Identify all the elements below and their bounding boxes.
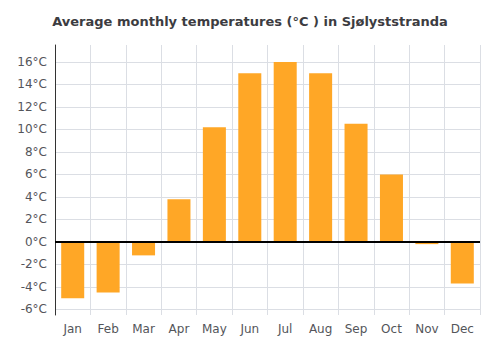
svg-text:4°C: 4°C xyxy=(25,190,47,204)
svg-text:Feb: Feb xyxy=(98,322,119,336)
svg-text:-4°C: -4°C xyxy=(21,280,47,294)
svg-text:8°C: 8°C xyxy=(25,145,47,159)
svg-text:Average monthly temperatures (: Average monthly temperatures (°C ) in Sj… xyxy=(52,14,448,29)
svg-text:Apr: Apr xyxy=(169,322,190,336)
svg-text:May: May xyxy=(202,322,227,336)
svg-text:Jul: Jul xyxy=(277,322,292,336)
svg-text:Aug: Aug xyxy=(309,322,332,336)
svg-text:10°C: 10°C xyxy=(17,122,47,136)
svg-text:-2°C: -2°C xyxy=(21,257,47,271)
svg-text:14°C: 14°C xyxy=(17,77,47,91)
svg-text:0°C: 0°C xyxy=(25,235,47,249)
svg-text:12°C: 12°C xyxy=(17,100,47,114)
svg-text:Nov: Nov xyxy=(415,322,438,336)
svg-text:Mar: Mar xyxy=(132,322,155,336)
svg-text:-6°C: -6°C xyxy=(21,302,47,316)
svg-text:6°C: 6°C xyxy=(25,167,47,181)
svg-text:Oct: Oct xyxy=(381,322,402,336)
svg-text:Jan: Jan xyxy=(62,322,82,336)
svg-text:2°C: 2°C xyxy=(25,212,47,226)
svg-text:Dec: Dec xyxy=(451,322,474,336)
svg-text:Jun: Jun xyxy=(239,322,259,336)
svg-text:16°C: 16°C xyxy=(17,55,47,69)
svg-text:Sep: Sep xyxy=(345,322,368,336)
